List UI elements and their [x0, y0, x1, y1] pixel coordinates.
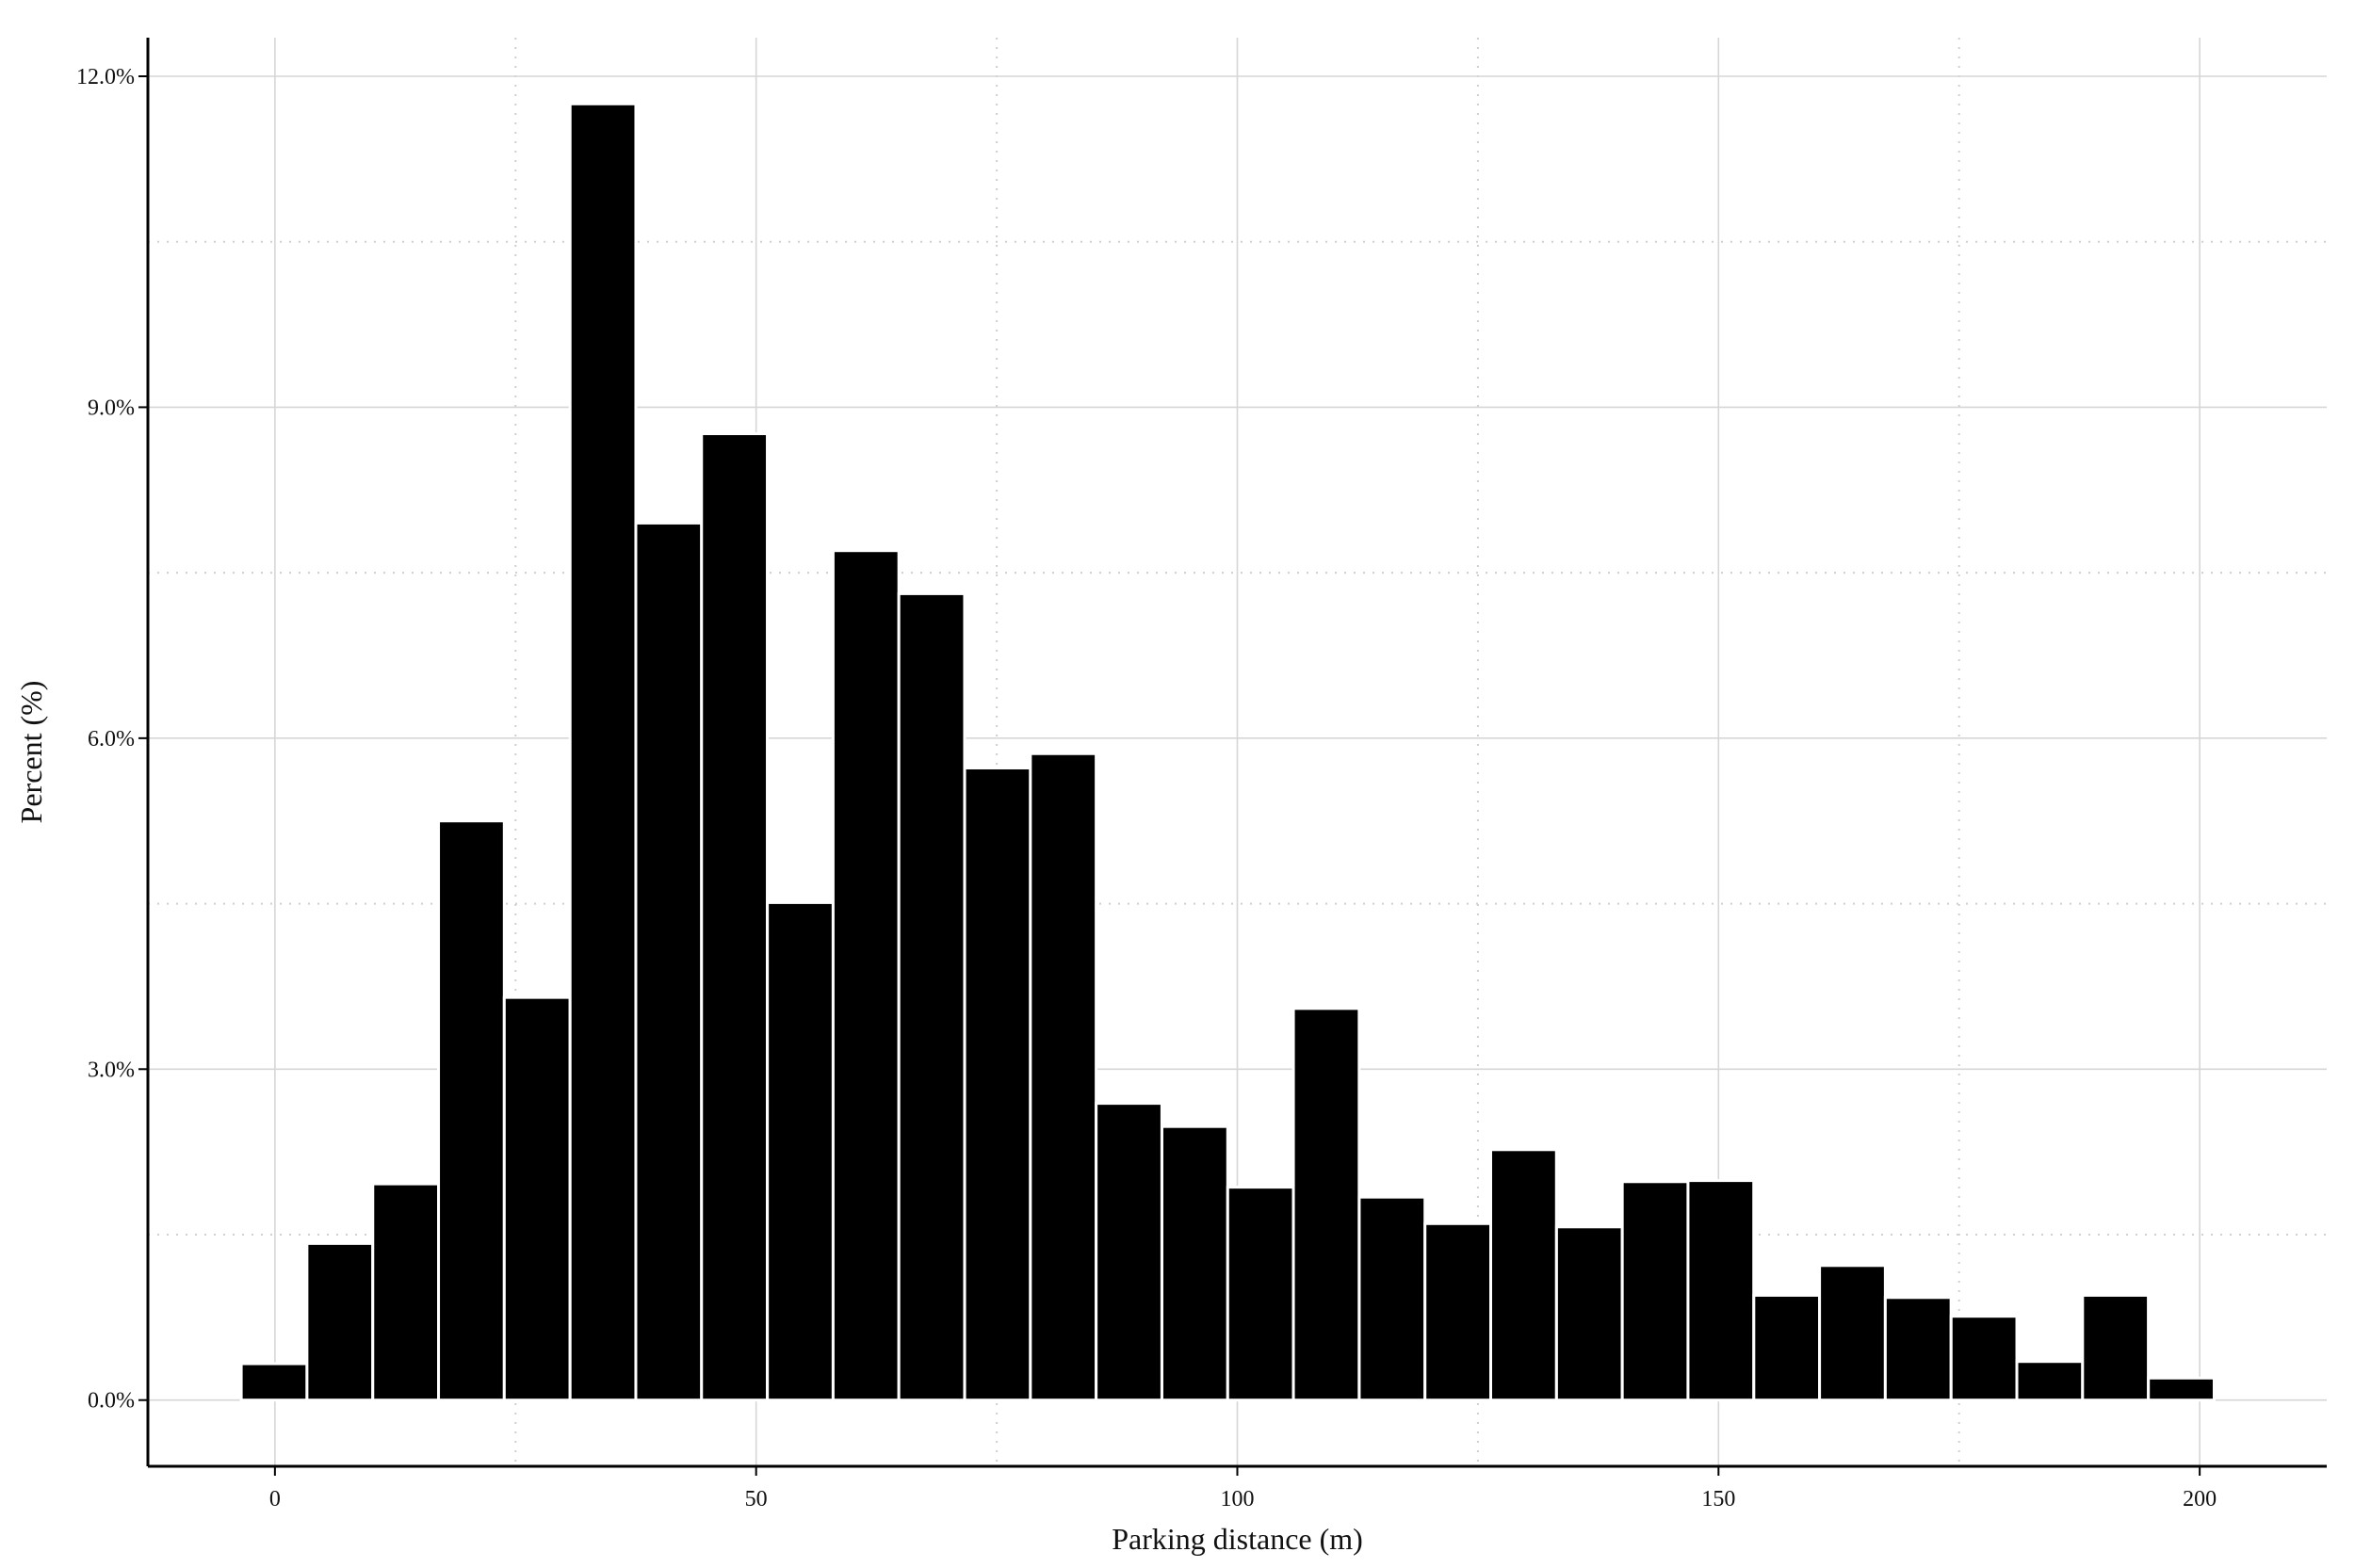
- histogram-bar-17: [1357, 1195, 1427, 1402]
- histogram-bars: [239, 102, 2216, 1402]
- histogram-bar-10: [897, 591, 966, 1402]
- histogram-bar-19: [1488, 1148, 1558, 1402]
- histogram-bar-9: [831, 549, 901, 1402]
- y-tick-label-3: 9.0%: [88, 396, 135, 420]
- histogram-bar-28: [2081, 1293, 2151, 1402]
- y-tick-label-4: 12.0%: [76, 65, 135, 89]
- histogram-bar-27: [2015, 1360, 2085, 1402]
- histogram-bar-21: [1620, 1180, 1690, 1402]
- histogram-bar-3: [437, 819, 506, 1402]
- histogram-bar-8: [766, 900, 835, 1402]
- histogram-bar-0: [239, 1362, 309, 1402]
- histogram-bar-16: [1291, 1007, 1361, 1402]
- histogram-bar-1: [305, 1241, 375, 1402]
- histogram-bar-5: [568, 102, 638, 1402]
- histogram-bar-4: [502, 995, 572, 1402]
- x-tick-label-4: 200: [2183, 1487, 2217, 1511]
- y-axis-ticks: 0.0% 3.0% 6.0% 9.0% 12.0%: [76, 65, 148, 1414]
- histogram-bar-11: [963, 766, 1032, 1402]
- x-tick-label-0: 0: [269, 1487, 281, 1511]
- x-tick-label-3: 150: [1701, 1487, 1735, 1511]
- x-axis-title: Parking distance (m): [1112, 1522, 1363, 1556]
- histogram-bar-12: [1029, 752, 1098, 1402]
- histogram-bar-6: [634, 521, 704, 1402]
- histogram-bar-18: [1423, 1221, 1492, 1402]
- histogram-bar-7: [700, 432, 770, 1402]
- histogram-bar-14: [1161, 1124, 1229, 1402]
- histogram-bar-13: [1095, 1102, 1163, 1402]
- histogram-bar-25: [1883, 1296, 1953, 1402]
- x-tick-label-2: 100: [1221, 1487, 1255, 1511]
- x-tick-label-1: 50: [745, 1487, 768, 1511]
- y-axis-title: Percent (%): [14, 681, 48, 824]
- y-tick-label-2: 6.0%: [88, 727, 135, 752]
- histogram-bar-2: [371, 1182, 441, 1402]
- histogram-bar-23: [1752, 1293, 1822, 1402]
- histogram-bar-26: [1949, 1315, 2019, 1402]
- histogram-bar-29: [2147, 1376, 2216, 1402]
- histogram-bar-22: [1686, 1179, 1756, 1402]
- x-axis-ticks: 0 50 100 150 200: [269, 1466, 2217, 1511]
- histogram-bar-24: [1818, 1264, 1887, 1402]
- histogram-bar-15: [1226, 1186, 1295, 1402]
- y-tick-label-0: 0.0%: [88, 1389, 135, 1414]
- histogram-bar-20: [1554, 1225, 1624, 1402]
- y-tick-label-1: 3.0%: [88, 1058, 135, 1082]
